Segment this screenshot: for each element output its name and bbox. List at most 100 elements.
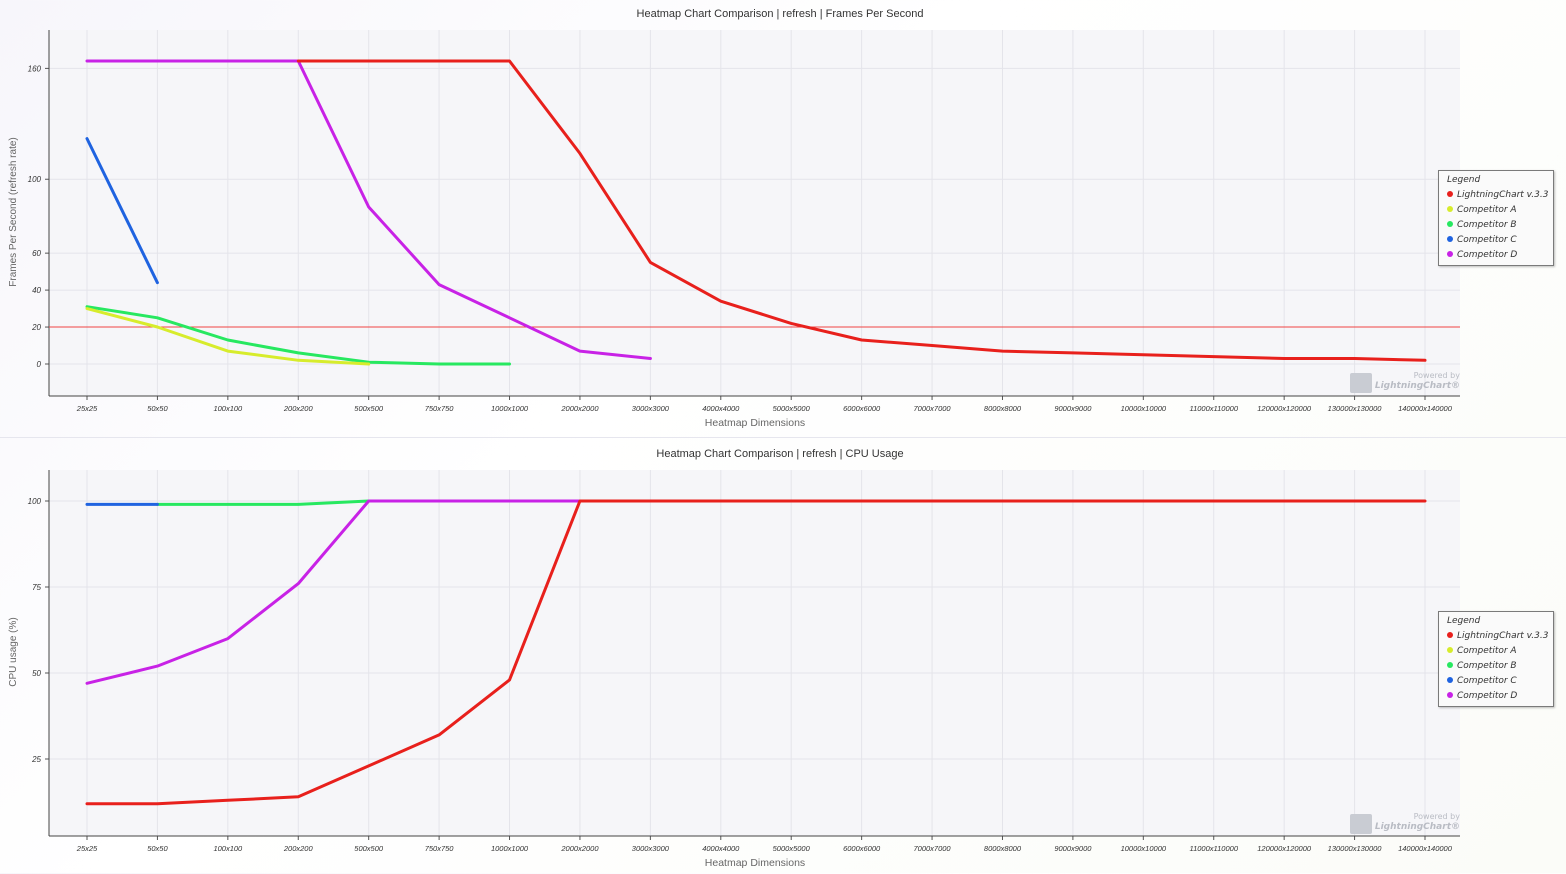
x-tick-label: 8000x8000	[984, 844, 1022, 853]
series-line-competitor-a	[85, 307, 371, 366]
legend-title: Legend	[1447, 175, 1481, 185]
plot-area	[49, 30, 1460, 396]
x-tick-label: 120000x120000	[1257, 844, 1312, 853]
legend-marker	[1447, 677, 1453, 683]
cpu-chart-panel: Heatmap Chart Comparison | refresh | CPU…	[0, 437, 1566, 874]
y-tick-label: 160	[28, 64, 42, 73]
x-tick-label: 4000x4000	[702, 844, 740, 853]
x-tick-label: 750x750	[425, 844, 455, 853]
series-line-competitor-b	[155, 499, 371, 506]
legend-marker	[1447, 251, 1453, 257]
lightningchart-logo-icon	[1350, 814, 1372, 834]
x-tick-label: 130000x130000	[1328, 844, 1383, 853]
legend-item-competitor-d: Competitor D	[1447, 248, 1553, 263]
legend-marker	[1447, 692, 1453, 698]
watermark-line2: LightningChart®	[1374, 822, 1460, 832]
y-tick-label: 20	[31, 323, 41, 332]
legend-label: Competitor A	[1457, 205, 1517, 215]
legend-item-competitor-d: Competitor D	[1447, 689, 1553, 704]
y-tick-label: 0	[37, 360, 42, 369]
watermark-line2: LightningChart®	[1374, 381, 1460, 391]
series-line-competitor-c	[85, 137, 159, 285]
legend-label: LightningChart v.3.3	[1457, 190, 1549, 200]
x-tick-label: 200x200	[283, 844, 314, 853]
legend-label: Competitor B	[1457, 661, 1517, 671]
series-line-competitor-d	[85, 59, 652, 360]
legend-item-competitor-a: Competitor A	[1447, 644, 1553, 659]
lightningchart-logo-icon	[1350, 373, 1372, 393]
y-tick-label: 40	[32, 286, 41, 295]
x-tick-label: 5000x5000	[773, 844, 811, 853]
x-tick-label: 10000x10000	[1121, 844, 1167, 853]
x-tick-label: 5000x5000	[773, 404, 811, 413]
x-tick-label: 25x25	[76, 844, 98, 853]
x-tick-label: 3000x3000	[632, 404, 670, 413]
x-tick-label: 120000x120000	[1257, 404, 1312, 413]
legend-item-lightningchart: LightningChart v.3.3	[1447, 629, 1553, 644]
x-tick-label: 750x750	[425, 404, 455, 413]
x-tick-label: 200x200	[283, 404, 314, 413]
watermark-line1: Powered by	[1413, 371, 1460, 380]
y-tick-label: 60	[32, 249, 41, 258]
y-tick-label: 100	[28, 175, 42, 184]
x-tick-label: 1000x1000	[491, 844, 529, 853]
legend-marker	[1447, 221, 1453, 227]
legend-item-competitor-b: Competitor B	[1447, 218, 1553, 233]
y-axis-label: CPU usage (%)	[8, 617, 19, 686]
x-tick-label: 100x100	[213, 844, 243, 853]
x-tick-label: 6000x6000	[843, 844, 881, 853]
fps-chart: Heatmap Chart Comparison | refresh | Fra…	[8, 8, 1460, 429]
series-line-competitor-d	[85, 499, 652, 685]
fps-chart-panel: Heatmap Chart Comparison | refresh | Fra…	[8, 8, 1554, 429]
y-tick-label: 50	[32, 669, 41, 678]
x-tick-label: 500x500	[354, 404, 384, 413]
x-tick-label: 140000x140000	[1398, 844, 1453, 853]
legend-item-competitor-b: Competitor B	[1447, 659, 1553, 674]
powered-by-watermark: Powered by LightningChart®	[1350, 812, 1460, 838]
plot-area	[49, 470, 1460, 836]
legend-label: Competitor A	[1457, 646, 1517, 656]
legend-title: Legend	[1447, 616, 1481, 626]
x-tick-label: 8000x8000	[984, 404, 1022, 413]
x-tick-label: 10000x10000	[1121, 404, 1167, 413]
legend-item-competitor-c: Competitor C	[1447, 233, 1553, 248]
legend-label: Competitor D	[1457, 250, 1518, 260]
x-tick-label: 9000x9000	[1054, 844, 1092, 853]
legend-label: Competitor B	[1457, 220, 1517, 230]
legend-item-lightningchart: LightningChart v.3.3	[1447, 188, 1553, 203]
x-tick-label: 9000x9000	[1054, 404, 1092, 413]
legend-item-competitor-c: Competitor C	[1447, 674, 1553, 689]
legend-marker	[1447, 632, 1453, 638]
legend-marker	[1447, 236, 1453, 242]
y-tick-label: 75	[32, 583, 41, 592]
y-tick-label: 25	[31, 755, 41, 764]
series-line-lightningchart-v-3-3	[85, 499, 1427, 806]
x-tick-label: 7000x7000	[913, 844, 951, 853]
x-tick-label: 25x25	[76, 404, 98, 413]
x-tick-label: 50x50	[147, 404, 168, 413]
legend-marker	[1447, 206, 1453, 212]
x-tick-label: 3000x3000	[632, 844, 670, 853]
x-tick-label: 11000x110000	[1189, 844, 1238, 853]
legend-label: Competitor C	[1457, 235, 1517, 245]
x-tick-label: 100x100	[213, 404, 243, 413]
x-tick-label: 7000x7000	[913, 404, 951, 413]
legend-marker	[1447, 647, 1453, 653]
chart-title: Heatmap Chart Comparison | refresh | CPU…	[656, 448, 903, 460]
x-tick-label: 11000x110000	[1189, 404, 1238, 413]
x-tick-label: 2000x2000	[560, 404, 599, 413]
cpu-chart: Heatmap Chart Comparison | refresh | CPU…	[8, 448, 1460, 869]
legend-label: Competitor D	[1457, 691, 1518, 701]
x-tick-label: 6000x6000	[843, 404, 881, 413]
legend-item-competitor-a: Competitor A	[1447, 203, 1553, 218]
chart-title: Heatmap Chart Comparison | refresh | Fra…	[637, 8, 924, 20]
legend-label: Competitor C	[1457, 676, 1517, 686]
x-tick-label: 4000x4000	[702, 404, 740, 413]
watermark-line1: Powered by	[1413, 812, 1460, 821]
x-tick-label: 50x50	[147, 844, 168, 853]
x-tick-label: 500x500	[354, 844, 384, 853]
y-axis-label: Frames Per Second (refresh rate)	[8, 137, 19, 287]
legend: Legend LightningChart v.3.3 Competitor A…	[1438, 611, 1554, 707]
powered-by-watermark: Powered by LightningChart®	[1350, 371, 1460, 397]
legend-marker	[1447, 191, 1453, 197]
